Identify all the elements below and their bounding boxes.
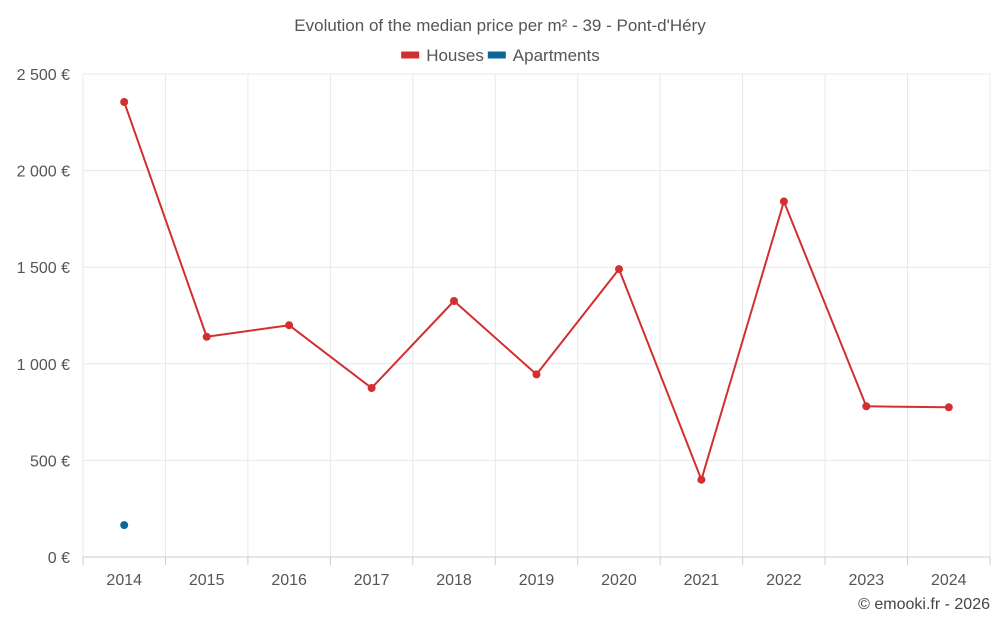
legend-swatch — [401, 51, 420, 59]
x-tick-label: 2019 — [519, 572, 555, 589]
x-tick-label: 2015 — [189, 572, 225, 589]
legend-swatch — [487, 51, 506, 59]
series-houses — [120, 98, 953, 484]
x-tick-label: 2020 — [601, 572, 637, 589]
grid — [82, 73, 991, 557]
x-tick-label: 2018 — [436, 572, 472, 589]
legend[interactable]: Houses Apartments — [401, 46, 600, 65]
y-tick-label: 2 000 € — [17, 164, 70, 181]
data-point-houses-2024[interactable] — [944, 403, 953, 412]
data-point-houses-2014[interactable] — [120, 98, 129, 106]
series-layer — [120, 98, 953, 530]
data-point-houses-2018[interactable] — [450, 297, 458, 305]
legend-label: Houses — [426, 46, 484, 65]
data-point-houses-2015[interactable] — [202, 332, 211, 341]
data-point-apartments-2014[interactable] — [120, 521, 129, 530]
data-point-houses-2021[interactable] — [697, 475, 706, 484]
x-tick-label: 2021 — [684, 572, 720, 589]
data-point-houses-2019[interactable] — [532, 370, 541, 379]
legend-item-houses[interactable]: Houses — [401, 46, 484, 65]
y-tick-label: 1 500 € — [17, 260, 70, 277]
axes: 0 € 500 € 1 000 € 1 500 € 2 000 € 2 500 € 2014… — [17, 67, 991, 589]
data-point-houses-2022[interactable] — [779, 197, 788, 206]
y-tick-label: 2 500 € — [17, 67, 70, 84]
data-point-houses-2020[interactable] — [615, 265, 623, 274]
data-point-houses-2023[interactable] — [862, 402, 871, 411]
legend-item-apartments[interactable]: Apartments — [487, 46, 600, 65]
y-tick-label: 1 000 € — [17, 357, 70, 374]
legend-label: Apartments — [513, 46, 600, 65]
x-tick-label: 2014 — [106, 572, 142, 589]
y-tick-label: 500 € — [30, 453, 70, 470]
x-tick-label: 2017 — [354, 572, 390, 589]
credit-text: © emooki.fr - 2026 — [858, 596, 990, 613]
x-tick-label: 2024 — [931, 572, 967, 589]
x-tick-label: 2023 — [849, 572, 885, 589]
series-apartments — [120, 521, 129, 530]
y-tick-label: 0 € — [48, 550, 70, 567]
x-tick-label: 2016 — [271, 572, 307, 589]
data-point-houses-2017[interactable] — [367, 384, 376, 392]
x-tick-label: 2022 — [766, 572, 802, 589]
chart-title: Evolution of the median price per m² - 3… — [294, 16, 706, 35]
data-point-houses-2016[interactable] — [285, 321, 294, 330]
